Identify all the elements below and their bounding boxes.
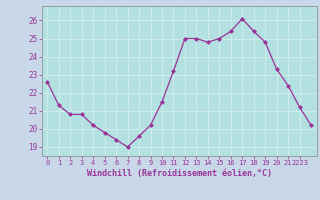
X-axis label: Windchill (Refroidissement éolien,°C): Windchill (Refroidissement éolien,°C)	[87, 169, 272, 178]
